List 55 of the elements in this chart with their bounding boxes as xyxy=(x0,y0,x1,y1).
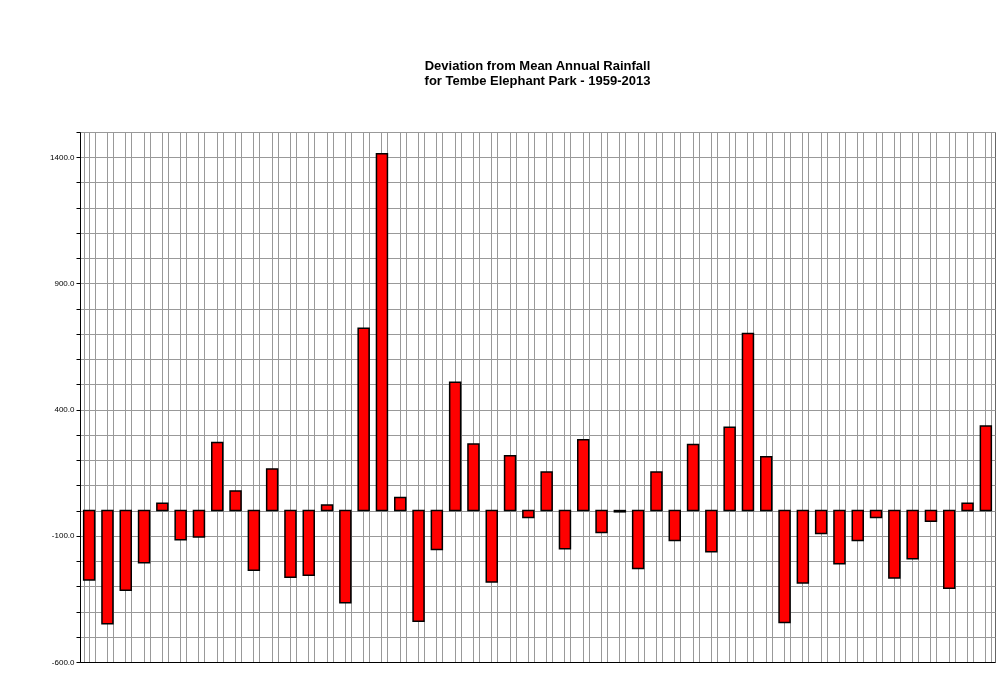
bar xyxy=(796,509,810,584)
bar xyxy=(540,471,553,512)
bar xyxy=(924,509,938,522)
bar xyxy=(650,471,663,512)
bar xyxy=(192,509,206,538)
bar xyxy=(979,425,993,512)
bar xyxy=(631,509,645,570)
bar xyxy=(668,509,681,542)
bar xyxy=(247,509,261,571)
bar xyxy=(412,509,425,623)
bar xyxy=(558,509,572,550)
bar xyxy=(814,509,828,535)
bar xyxy=(320,504,334,512)
bar xyxy=(686,443,700,512)
bar xyxy=(833,509,846,565)
bar xyxy=(448,381,462,512)
bar xyxy=(156,502,169,512)
bar xyxy=(229,490,242,512)
y-tick-label: 900.0 xyxy=(54,278,76,288)
bar xyxy=(357,327,370,512)
bar xyxy=(503,455,517,512)
y-tick-label: 1400.0 xyxy=(50,152,76,162)
bar xyxy=(869,509,883,519)
bar xyxy=(137,509,151,564)
chart-title: Deviation from Mean Annual Rainfall for Tembe Elephant Park - 1959-2013 xyxy=(424,58,651,88)
bar xyxy=(265,468,279,512)
bar xyxy=(906,509,919,560)
bar xyxy=(82,509,96,581)
y-tick-label: 400.0 xyxy=(54,405,76,415)
bar xyxy=(961,502,974,512)
bar xyxy=(430,509,444,551)
bar xyxy=(211,441,224,512)
bar xyxy=(302,509,315,576)
bar xyxy=(888,509,901,579)
bar xyxy=(705,509,718,553)
bar xyxy=(119,509,132,592)
bar xyxy=(394,496,407,512)
bar xyxy=(943,509,956,590)
bar xyxy=(467,443,480,512)
bar xyxy=(851,509,864,542)
bar xyxy=(723,426,736,512)
bar xyxy=(101,509,114,625)
bar xyxy=(595,509,608,534)
bar xyxy=(778,509,791,624)
y-tick-label: -100.0 xyxy=(51,531,76,541)
bar xyxy=(741,332,755,512)
bar xyxy=(522,509,535,519)
bar xyxy=(375,152,389,512)
bar xyxy=(760,456,773,512)
y-tick-label: -600.0 xyxy=(51,657,76,667)
bar xyxy=(485,509,498,583)
bar xyxy=(174,509,187,541)
bar xyxy=(284,509,297,578)
bar xyxy=(339,509,352,604)
bar xyxy=(577,438,590,512)
